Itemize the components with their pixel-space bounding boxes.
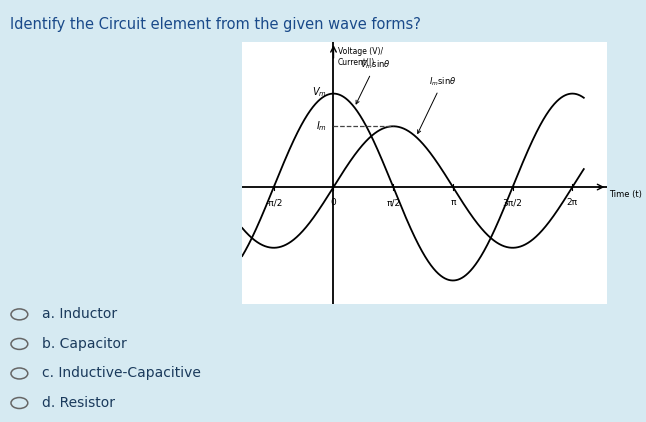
Text: 0: 0 <box>331 198 337 207</box>
Text: $V_m$: $V_m$ <box>312 85 327 99</box>
Text: π: π <box>450 198 455 207</box>
Text: $I_m$: $I_m$ <box>316 119 327 133</box>
Text: $I_m$sin$\theta$: $I_m$sin$\theta$ <box>418 75 456 133</box>
Text: Voltage (V)/
Current(I): Voltage (V)/ Current(I) <box>338 47 383 67</box>
Text: Time (t): Time (t) <box>609 190 642 199</box>
Text: 3π/2: 3π/2 <box>503 198 523 207</box>
Text: Identify the Circuit element from the given wave forms?: Identify the Circuit element from the gi… <box>10 17 421 32</box>
Text: 2π: 2π <box>567 198 578 207</box>
Text: π/2: π/2 <box>386 198 401 207</box>
Text: $V_m$sin$\theta$: $V_m$sin$\theta$ <box>356 58 391 104</box>
Text: c. Inductive-Capacitive: c. Inductive-Capacitive <box>42 366 201 381</box>
Text: b. Capacitor: b. Capacitor <box>42 337 127 351</box>
Text: a. Inductor: a. Inductor <box>42 307 117 322</box>
Text: d. Resistor: d. Resistor <box>42 396 115 410</box>
Text: -π/2: -π/2 <box>265 198 282 207</box>
